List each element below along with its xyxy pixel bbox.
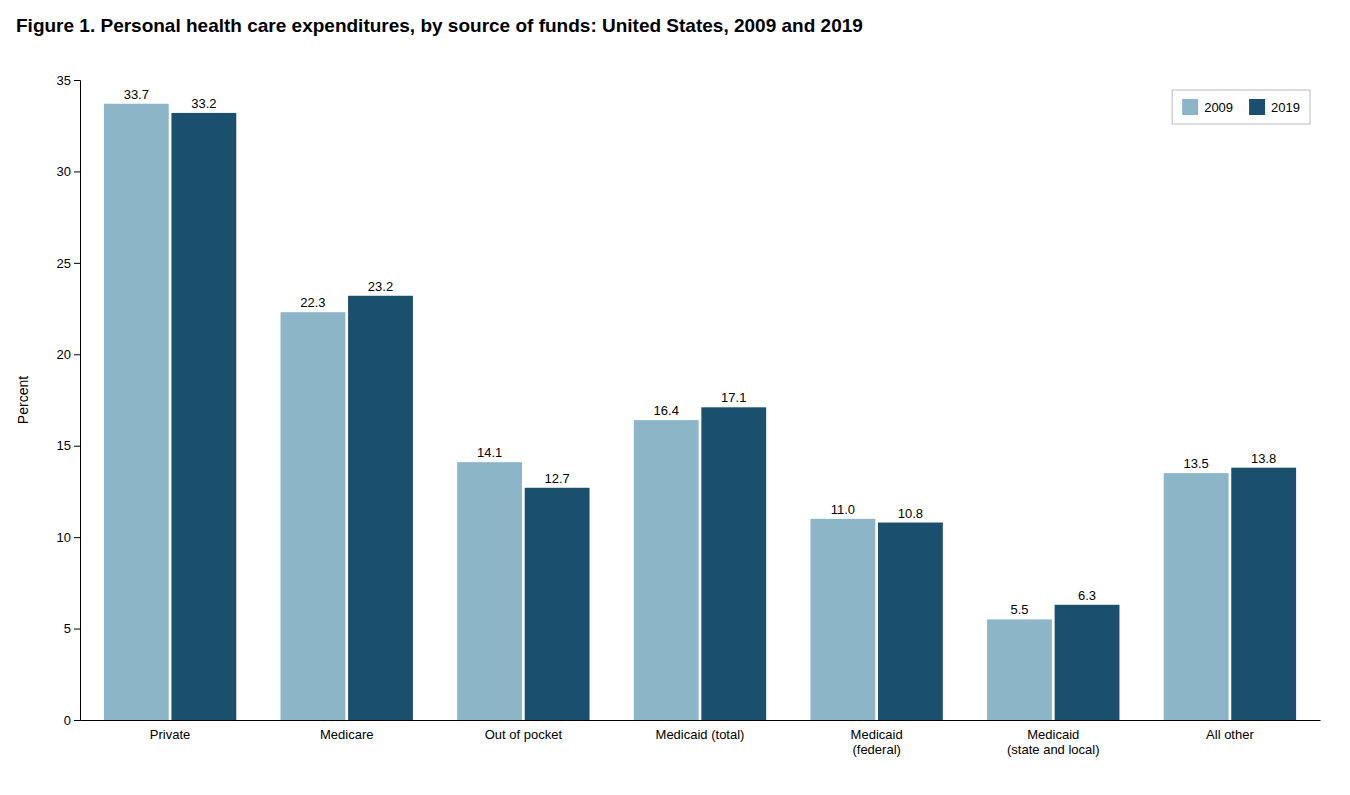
y-tick: 25 — [57, 256, 80, 271]
y-tick-label: 10 — [57, 530, 71, 545]
y-tick-mark — [74, 80, 80, 81]
bar-series — [171, 113, 1296, 720]
bar — [348, 296, 413, 720]
y-tick: 5 — [64, 621, 80, 636]
bar — [878, 523, 943, 720]
data-label: 33.2 — [191, 96, 216, 111]
bar — [1164, 473, 1229, 720]
data-label: 13.5 — [1183, 456, 1208, 471]
data-label: 16.4 — [654, 403, 679, 418]
legend-swatch — [1182, 99, 1198, 115]
data-label: 12.7 — [544, 471, 569, 486]
x-tick: All other — [1206, 727, 1254, 742]
legend-label: 2009 — [1204, 100, 1233, 115]
x-tick-label: Out of pocket — [485, 727, 563, 742]
x-tick-label: Medicaid(federal) — [851, 727, 903, 757]
y-tick-label: 0 — [64, 713, 71, 728]
y-tick-label: 35 — [57, 73, 71, 88]
y-tick-mark — [74, 446, 80, 447]
x-tick: Medicaid(state and local) — [1007, 727, 1100, 757]
bar — [281, 312, 346, 720]
y-tick: 35 — [57, 73, 80, 88]
legend: 2009 2019 — [1172, 90, 1310, 124]
bar — [810, 519, 875, 720]
data-label: 10.8 — [898, 506, 923, 521]
y-tick-label: 20 — [57, 347, 71, 362]
title: Figure 1. Personal health care expenditu… — [16, 15, 863, 36]
data-label: 33.7 — [124, 87, 149, 102]
bar — [171, 113, 236, 720]
y-tick-label: 25 — [57, 256, 71, 271]
data-label: 23.2 — [368, 279, 393, 294]
x-tick: Medicare — [320, 727, 373, 742]
y-tick-mark — [74, 263, 80, 264]
data-label: 13.8 — [1251, 451, 1276, 466]
x-tick-label: Medicare — [320, 727, 373, 742]
data-labels: 33.7 22.3 14.1 16.4 11.0 5.5 13.5 33.2 23.2 12.7 1… — [124, 87, 1277, 618]
bar — [457, 462, 522, 720]
data-label: 14.1 — [477, 445, 502, 460]
data-label: 5.5 — [1010, 602, 1028, 617]
x-axis: Private Medicare Out of pocket Medicaid (to… — [81, 721, 1321, 758]
data-label: 17.1 — [721, 390, 746, 405]
bar — [987, 619, 1052, 720]
x-tick: Private — [150, 727, 190, 742]
data-label: 11.0 — [831, 502, 855, 517]
bar — [701, 407, 766, 720]
y-tick-label: 5 — [64, 621, 71, 636]
y-tick-label: 30 — [57, 164, 71, 179]
x-tick-label: Medicaid (total) — [656, 727, 745, 742]
x-tick-label: All other — [1206, 727, 1254, 742]
bar — [104, 104, 169, 720]
data-label: 6.3 — [1078, 588, 1096, 603]
y-axis: 0 5 10 15 20 25 30 35 — [57, 73, 81, 728]
x-tick-label: Medicaid(state and local) — [1007, 727, 1100, 757]
y-tick-mark — [74, 171, 80, 172]
chart: Figure 1. Personal health care expenditu… — [0, 0, 1350, 795]
y-tick-mark — [74, 537, 80, 538]
y-tick-label: 15 — [57, 438, 71, 453]
x-axis-line — [81, 720, 1321, 721]
bar — [525, 488, 590, 720]
legend-box — [1172, 90, 1310, 124]
y-tick-mark — [74, 629, 80, 630]
bars — [104, 104, 1296, 720]
y-tick: 20 — [57, 347, 80, 362]
x-tick: Medicaid (total) — [656, 727, 745, 742]
data-label: 22.3 — [300, 295, 325, 310]
y-tick: 30 — [57, 164, 80, 179]
y-axis-title: Percent — [15, 376, 31, 424]
x-tick: Medicaid(federal) — [851, 727, 903, 757]
y-tick-mark — [74, 354, 80, 355]
bar — [634, 420, 699, 720]
legend-swatch — [1249, 99, 1265, 115]
x-tick: Out of pocket — [485, 727, 563, 742]
y-tick: 0 — [64, 713, 80, 728]
y-axis-line — [74, 81, 81, 721]
y-tick: 15 — [57, 438, 80, 453]
plot: 33.7 22.3 14.1 16.4 11.0 5.5 13.5 33.2 23.2 12.7 1… — [15, 73, 1321, 758]
bar-series — [104, 104, 1229, 720]
bar — [1231, 468, 1296, 720]
y-tick: 10 — [57, 530, 80, 545]
x-tick-label: Private — [150, 727, 190, 742]
legend-label: 2019 — [1271, 100, 1300, 115]
bar — [1055, 605, 1120, 720]
y-tick-mark — [74, 720, 80, 721]
